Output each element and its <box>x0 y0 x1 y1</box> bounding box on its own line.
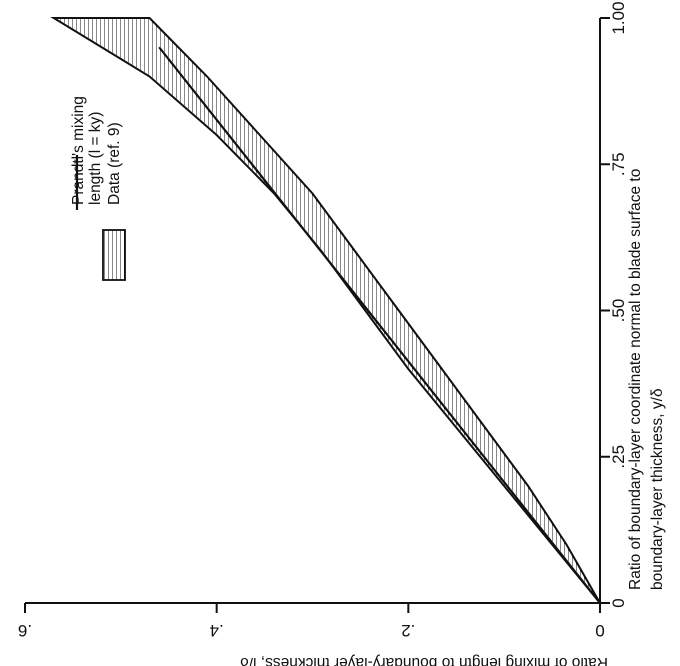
legend-line-label-1: Prandtl's mixing <box>70 96 87 205</box>
data-band-layer <box>50 17 601 604</box>
y-axis-title: Ratio of mixing length to boundary-layer… <box>240 654 608 666</box>
y-tick-label: .4 <box>210 621 224 640</box>
x-tick-label: .50 <box>609 299 628 323</box>
y-tick-label: .2 <box>401 621 415 640</box>
legend-band-label: Data (ref. 9) <box>106 122 123 205</box>
x-tick-label: 1.00 <box>609 1 628 34</box>
x-axis-title-line1: Ratio of boundary-layer coordinate norma… <box>627 169 644 590</box>
prandtl-line-layer <box>158 46 601 604</box>
x-tick-label: .25 <box>609 445 628 469</box>
x-axis-title-line2: boundary-layer thickness, y/δ <box>649 388 666 590</box>
y-tick-label: 0 <box>595 621 604 640</box>
tick-label-layer: 0 .25 .50 .75 1.00 0 .2 .4 .6 <box>18 1 628 640</box>
data-band-area <box>50 17 601 604</box>
x-tick-label: .75 <box>609 152 628 176</box>
axes-layer <box>24 17 610 613</box>
legend: Prandtl's mixing length (l = ky) Data (r… <box>70 96 126 281</box>
x-tick-label: 0 <box>609 598 628 607</box>
legend-line-label-2: length (l = ky) <box>87 112 104 205</box>
legend-band-swatch <box>102 229 126 281</box>
y-tick-label: .6 <box>18 621 32 640</box>
prandtl-line <box>158 46 601 604</box>
